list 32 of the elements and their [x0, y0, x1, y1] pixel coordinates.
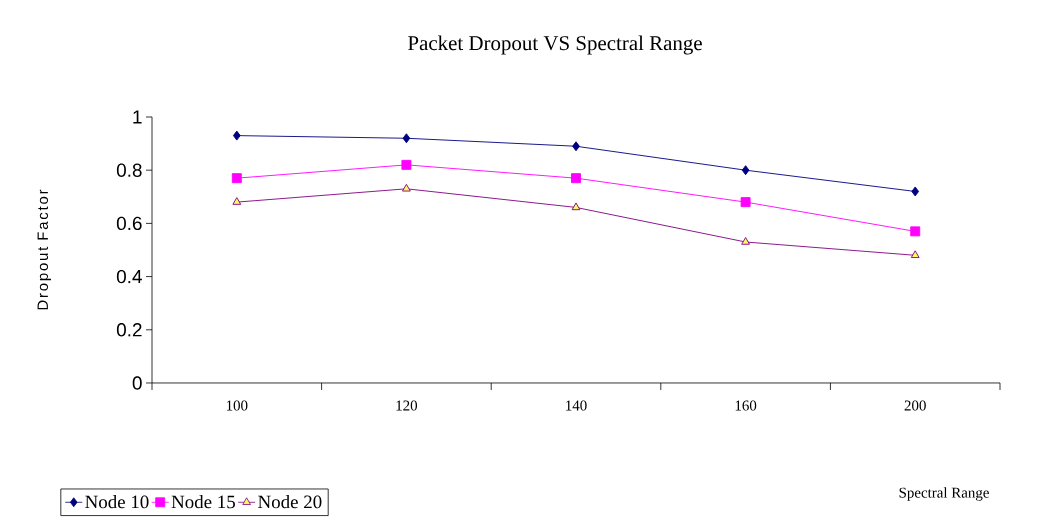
- text: Spectral Range: [899, 487, 989, 501]
- x-tick-label: 160: [735, 400, 757, 411]
- point: [401, 159, 412, 170]
- point: [571, 173, 581, 184]
- x-tick-label: 100: [226, 400, 248, 411]
- point: [402, 133, 411, 144]
- legend-label: Node 10: [85, 494, 149, 509]
- point: [231, 173, 242, 184]
- point: [910, 226, 921, 237]
- point: [232, 197, 242, 205]
- point: [571, 202, 581, 211]
- legend-label: Node 15: [171, 494, 235, 509]
- y-tick-label: 0.2: [116, 323, 142, 337]
- y-tick-label: 0.6: [116, 216, 142, 231]
- x-tick-label: 140: [566, 400, 587, 411]
- y-tick-label: 0.4: [116, 269, 142, 284]
- point: [741, 237, 750, 245]
- y-tick-label: 0.8: [116, 163, 142, 177]
- point: [741, 165, 750, 176]
- chart-title: Packet Dropout VS Spectral Range: [408, 35, 702, 55]
- y-axis-title: Dropout Factor: [37, 189, 51, 310]
- point: [232, 130, 241, 141]
- x-tick-label: 200: [904, 400, 926, 411]
- point: [572, 141, 580, 152]
- point: [402, 183, 411, 192]
- y-tick-label: 0: [132, 376, 142, 390]
- y-tick-label: 1: [133, 110, 142, 124]
- x-tick-label: 120: [396, 400, 418, 411]
- legend-label: Node 20: [258, 494, 322, 509]
- point: [910, 250, 920, 259]
- point: [740, 197, 751, 208]
- point: [911, 186, 920, 197]
